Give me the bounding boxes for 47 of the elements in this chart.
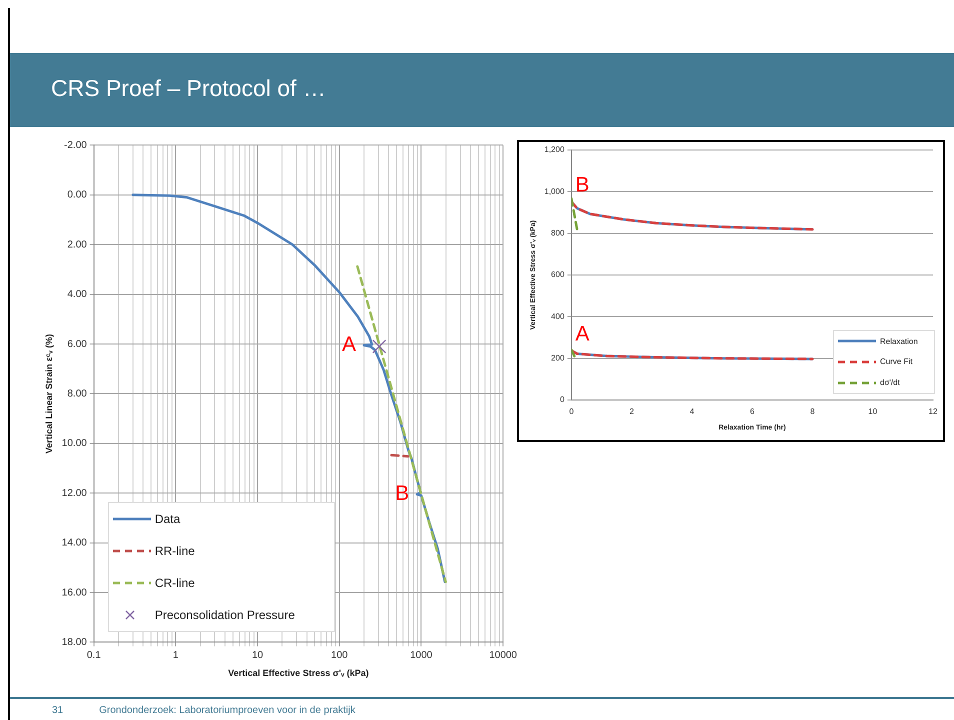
x-tick-label: 12 [928, 407, 938, 416]
legend-label: RR-line [154, 544, 195, 558]
x-tick-label: 10 [868, 407, 878, 416]
y-tick-label: 1,200 [544, 145, 565, 154]
y-tick-label: 2.00 [67, 239, 88, 250]
y-tick-label: 0.00 [67, 190, 88, 201]
x-tick-label: 10000 [489, 650, 518, 661]
x-tick-label: 1 [172, 650, 179, 661]
x-tick-label: 6 [750, 407, 755, 416]
legend-label: Relaxation [880, 336, 918, 346]
annotation: A [342, 333, 356, 356]
x-tick-label: 100 [331, 650, 348, 661]
legend-label: dσ'/dt [880, 378, 900, 388]
legend-label: CR-line [154, 576, 195, 590]
legend-label: Preconsolidation Pressure [154, 608, 295, 622]
x-tick-label: 10 [252, 650, 264, 661]
x-tick-label: 2 [629, 407, 634, 416]
annotation: B [395, 482, 410, 506]
y-tick-label: 14.00 [62, 538, 88, 549]
y-tick-label: 4.00 [67, 289, 88, 300]
chart-title: CRS Proef – Protocol of … [51, 75, 326, 102]
y-tick-label: 1,000 [544, 186, 565, 196]
text: Grondonderzoek: Laboratoriumproeven voor in de praktijk [99, 705, 356, 716]
y-tick-label: -2.00 [64, 140, 88, 151]
y-tick-label: 0 [560, 395, 565, 404]
legend-label: Data [154, 512, 180, 526]
y-tick-label: 16.00 [62, 587, 88, 598]
legend-label: Curve Fit [880, 357, 912, 366]
x-tick-label: 0 [569, 407, 574, 416]
x-axis-title: Vertical Effective Stress σ'ᵥ (kPa) [228, 668, 369, 678]
y-axis-title: Vertical Linear Strain εᶜᵥ (%) [44, 334, 54, 454]
y-tick-label: 6.00 [67, 338, 88, 350]
y-tick-label: 400 [551, 312, 565, 321]
annotation: A [575, 322, 590, 346]
y-tick-label: 10.00 [62, 438, 88, 450]
x-tick-label: 8 [810, 407, 816, 416]
annotation: B [575, 174, 590, 197]
y-tick-label: 12.00 [62, 488, 88, 499]
y-tick-label: 18.00 [62, 636, 88, 648]
x-tick-label: 1000 [410, 650, 433, 661]
y-tick-label: 800 [551, 228, 565, 238]
y-tick-label: 600 [551, 270, 565, 280]
y-tick-label: 8.00 [67, 388, 88, 400]
y-tick-label: 200 [551, 354, 565, 363]
text: 31 [52, 705, 64, 716]
x-tick-label: 0.1 [86, 650, 102, 661]
x-tick-label: 4 [690, 407, 695, 416]
